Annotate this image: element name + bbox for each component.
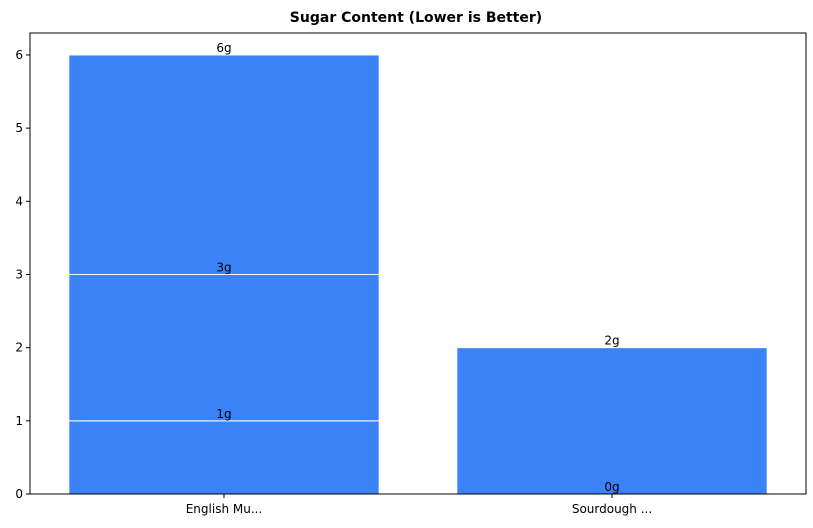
y-tick-label: 6 — [15, 48, 23, 62]
bar-segment — [68, 54, 380, 275]
y-tick-label: 5 — [15, 121, 23, 135]
bar-segment — [68, 273, 380, 422]
x-tick-label: English Mu... — [186, 502, 263, 516]
data-label: 6g — [216, 41, 231, 55]
plot-frame — [29, 32, 807, 495]
y-tick-label: 4 — [15, 194, 23, 208]
y-tick-label: 2 — [15, 341, 23, 355]
data-label: 0g — [604, 480, 619, 494]
y-tick-label: 0 — [15, 487, 23, 501]
data-labels-group: 1g 3g 6g 0g 2g — [216, 41, 619, 494]
data-label: 3g — [216, 260, 231, 274]
axes-group: 0 1 2 3 4 5 6 English Mu... Sourdough ... — [15, 32, 807, 516]
bar-segment — [68, 420, 380, 495]
x-tick-label: Sourdough ... — [572, 502, 652, 516]
y-tick-label: 1 — [15, 414, 23, 428]
y-tick-label: 3 — [15, 267, 23, 281]
bar-segment — [456, 347, 768, 495]
bars-group — [68, 54, 768, 495]
chart-title: Sugar Content (Lower is Better) — [290, 10, 542, 26]
data-label: 1g — [216, 407, 231, 421]
data-label: 2g — [604, 334, 619, 348]
